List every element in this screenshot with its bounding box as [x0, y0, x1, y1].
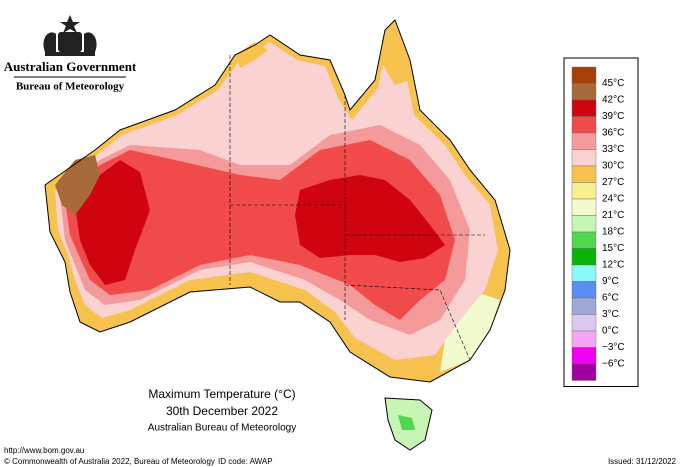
- legend-swatch: [571, 149, 597, 167]
- map-source: Australian Bureau of Meteorology: [148, 423, 296, 434]
- legend-swatch: [571, 264, 597, 282]
- legend-label: −6°C: [602, 359, 625, 370]
- australia-map: [44, 19, 511, 451]
- legend-label: 42°C: [602, 95, 624, 106]
- map-date: 30th December 2022: [166, 404, 278, 418]
- legend-swatch: [571, 182, 597, 200]
- legend-label: 6°C: [602, 293, 619, 304]
- legend-swatch: [571, 363, 597, 381]
- legend-swatch: [571, 99, 597, 117]
- footer-issued: Issued: 31/12/2022: [608, 457, 677, 466]
- legend-label: 3°C: [602, 309, 619, 320]
- legend-label: 12°C: [602, 260, 624, 271]
- map-title: Maximum Temperature (°C): [148, 387, 295, 401]
- footer-url: http://www.bom.gov.au: [4, 446, 84, 455]
- legend-swatch: [571, 198, 597, 216]
- legend-label: 15°C: [602, 243, 624, 254]
- coat-of-arms: [43, 15, 97, 56]
- legend-swatch: [571, 330, 597, 348]
- legend-label: 30°C: [602, 161, 624, 172]
- legend-swatch: [571, 116, 597, 134]
- legend-swatch: [571, 281, 597, 299]
- legend-label: 18°C: [602, 227, 624, 238]
- footer-id: ID code: AWAP: [218, 457, 273, 466]
- legend-swatch: [571, 132, 597, 150]
- legend-label: 45°C: [602, 78, 624, 89]
- legend-swatch: [571, 248, 597, 266]
- legend-label: 33°C: [602, 144, 624, 155]
- legend-label: 27°C: [602, 177, 624, 188]
- legend-swatch: [571, 314, 597, 332]
- legend: 45°C 42°C 39°C 36°C 33°C 30°C 27°C 24°C 21°C 18°C…: [563, 57, 639, 387]
- legend-label: −3°C: [602, 342, 625, 353]
- legend-label: 21°C: [602, 210, 624, 221]
- legend-swatch: [571, 297, 597, 315]
- legend-label: 9°C: [602, 276, 619, 287]
- legend-swatch: [571, 165, 597, 183]
- legend-label: 24°C: [602, 194, 624, 205]
- government-name: Australian Government: [4, 59, 137, 74]
- legend-swatch: [571, 66, 597, 84]
- legend-label: 0°C: [602, 326, 619, 337]
- agency-name: Bureau of Meteorology: [16, 81, 125, 93]
- legend-label: 36°C: [602, 128, 624, 139]
- legend-label: 39°C: [602, 111, 624, 122]
- legend-swatch: [571, 347, 597, 365]
- footer-copyright: © Commonwealth of Australia 2022, Bureau…: [4, 457, 215, 466]
- legend-swatch: [571, 83, 597, 101]
- legend-swatch: [571, 215, 597, 233]
- legend-swatch: [571, 231, 597, 249]
